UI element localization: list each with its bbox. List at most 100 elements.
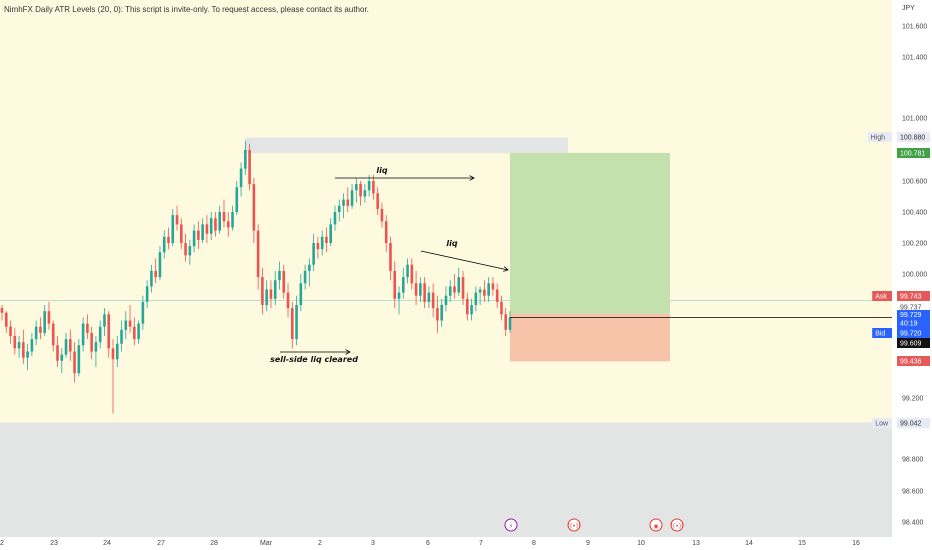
- annotation-label: liq: [446, 239, 457, 248]
- candle-body: [483, 289, 486, 296]
- candle-body: [410, 264, 414, 284]
- price-tag-label-bg: [872, 291, 892, 301]
- candle-body: [423, 283, 426, 302]
- candle-body: [406, 264, 409, 278]
- candle-body: [342, 199, 345, 206]
- candle-body: [192, 230, 196, 247]
- y-tick-label: 100.600: [902, 179, 927, 186]
- candle-body: [17, 342, 21, 349]
- candle-body: [265, 289, 268, 305]
- candle-body: [103, 314, 106, 327]
- candle-body: [154, 270, 157, 278]
- candle-body: [167, 236, 170, 243]
- candle-body: [30, 339, 34, 352]
- candle-body: [461, 277, 465, 299]
- candle-body: [376, 193, 379, 209]
- candle-body: [355, 184, 358, 191]
- candle-body: [312, 243, 315, 265]
- price-tag-label: Low: [875, 421, 889, 428]
- candle-body: [252, 184, 256, 231]
- candle-body: [346, 199, 350, 206]
- price-tag-bg: [897, 148, 930, 158]
- candle-body: [372, 181, 375, 194]
- price-tag-value: 100.880: [900, 135, 925, 142]
- x-tick-label: 27: [157, 540, 165, 547]
- price-tag-label: High: [871, 135, 886, 142]
- candle-body: [419, 283, 422, 296]
- candle-body: [175, 215, 179, 225]
- candle-body: [179, 224, 183, 243]
- annotation-label: sell-side liq cleared: [270, 355, 358, 364]
- candle-body: [81, 323, 85, 346]
- price-tag-value: 100.781: [900, 151, 925, 158]
- candle-body: [474, 292, 478, 305]
- currency-label: JPY: [902, 5, 915, 12]
- candle-body: [380, 208, 384, 222]
- lightning-icon: ⚡: [509, 523, 513, 530]
- price-tag-value: 99.436: [900, 359, 922, 366]
- candle-body: [64, 339, 68, 355]
- candle-body: [269, 289, 273, 299]
- price-tag-value: 99.743: [900, 294, 922, 301]
- candles: [0, 140, 512, 414]
- candle-body: [508, 317, 512, 330]
- candle-body: [141, 301, 145, 324]
- axes: JPY 101.600 101.400 101.000 100.600 100.400 10…: [0, 5, 927, 547]
- candle-body: [295, 305, 298, 340]
- candle-body: [43, 311, 46, 333]
- candle-body: [94, 342, 98, 352]
- candle-body: [4, 312, 8, 327]
- time-axis-panel: [0, 537, 892, 550]
- candle-body: [397, 292, 401, 299]
- candle-body: [500, 301, 503, 315]
- candle-body: [325, 236, 328, 243]
- candle-body: [22, 342, 25, 358]
- candle-body: [188, 246, 192, 256]
- candle-body: [128, 320, 132, 327]
- candle-body: [145, 286, 149, 302]
- candle-body: [171, 215, 175, 243]
- candle-body: [77, 345, 81, 374]
- liq-arrow-right: [420, 250, 509, 271]
- x-tick-label: 24: [103, 540, 111, 547]
- target-zone: [510, 152, 670, 314]
- candle-body: [235, 187, 239, 212]
- liq-arrow-top-head: [469, 175, 475, 181]
- candle-body: [0, 308, 4, 313]
- x-tick-label: Mar: [260, 540, 273, 547]
- event-icon: ((•)): [568, 523, 581, 530]
- candle-body: [453, 286, 456, 293]
- candle-body: [197, 230, 200, 240]
- stop-zone: [510, 313, 670, 362]
- candle-body: [107, 314, 111, 349]
- event-markers[interactable]: ⚡ ((•)) ◉ ((•)): [504, 518, 684, 532]
- price-tag-bg: [897, 356, 930, 366]
- candle-body: [115, 343, 119, 360]
- liq-arrow-right-head: [503, 266, 509, 272]
- candle-body: [248, 150, 251, 185]
- candle-body: [444, 295, 448, 305]
- candle-body: [414, 283, 418, 296]
- candle-body: [39, 326, 42, 333]
- candle-body: [350, 190, 354, 206]
- y-tick-label: 98.800: [902, 457, 924, 464]
- price-tag-value: 99.042: [900, 421, 922, 428]
- price-tag-bg: [897, 418, 930, 428]
- x-tick-label: 9: [586, 540, 590, 547]
- sell-side-arrow-head: [345, 349, 351, 355]
- candle-body: [393, 270, 397, 299]
- indicator-title: NimhFX Daily ATR Levels (20, 0): This sc…: [4, 5, 369, 14]
- candle-body: [431, 292, 435, 309]
- candle-body: [201, 224, 204, 240]
- candle-body: [120, 329, 123, 344]
- y-tick-label: 100.000: [902, 272, 927, 279]
- candle-body: [504, 314, 508, 330]
- candle-body: [487, 283, 490, 296]
- candle-body: [320, 236, 324, 250]
- price-tag-value: 99.720: [900, 331, 922, 338]
- candle-body: [491, 283, 495, 290]
- price-tag-label-bg: [872, 418, 892, 428]
- candle-body: [273, 280, 277, 299]
- candle-body: [329, 224, 333, 243]
